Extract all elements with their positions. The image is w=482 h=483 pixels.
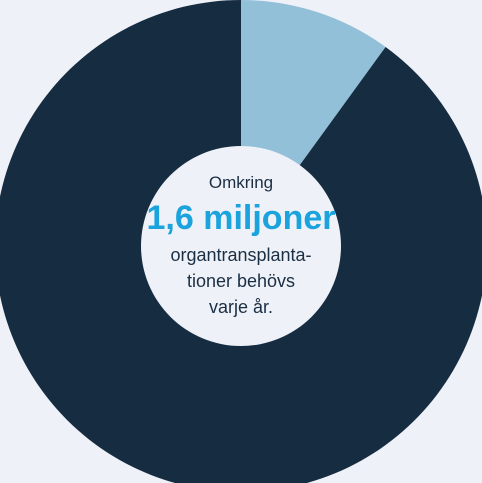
center-line-3: varje år.: [208, 297, 274, 317]
center-prefix: Omkring: [208, 173, 274, 192]
center-headline: 1,6 miljoner: [146, 199, 336, 237]
center-label: Omkring 1,6 miljoner organtransplanta- t…: [141, 146, 341, 346]
center-line-1: organtransplanta-: [170, 245, 312, 265]
donut-hole: [141, 146, 341, 346]
center-line-2: tioner behövs: [186, 271, 296, 291]
